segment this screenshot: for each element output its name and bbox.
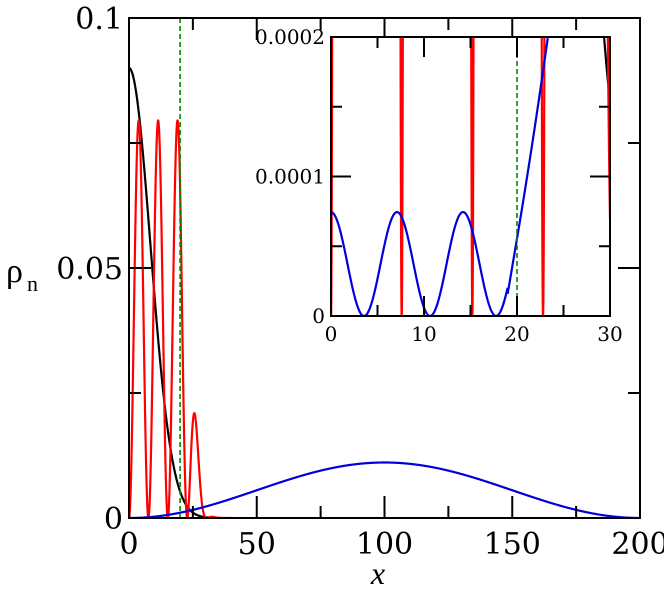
- main-x-tick-label: 150: [484, 527, 541, 562]
- main-series-group: [129, 18, 640, 518]
- x-axis-title: x: [370, 555, 385, 590]
- inset-x-tick-label: 0: [325, 322, 338, 346]
- main-x-tick-label: 50: [238, 527, 276, 562]
- y-axis-title-subscript: n: [27, 271, 38, 296]
- main-series-blue-line: [129, 461, 640, 518]
- inset-plot: 0 10 20 30 0 0.0001 0.0002: [255, 25, 623, 346]
- main-y-tick-label: 0: [104, 502, 123, 537]
- inset-x-tick-label: 20: [504, 322, 529, 346]
- inset-x-tick-label: 30: [597, 322, 622, 346]
- y-axis-title: ρ: [6, 253, 23, 290]
- main-y-tick-label: 0.05: [56, 252, 123, 287]
- main-series-black-line: [129, 66, 219, 518]
- inset-series-blue-line: [331, 37, 550, 316]
- inset-y-tick-label: 0.0002: [255, 25, 325, 49]
- main-x-tick-label: 200: [611, 527, 664, 562]
- main-y-tick-label: 0.1: [75, 2, 123, 37]
- inset-series-group: [331, 37, 610, 316]
- inset-y-tick-label: 0.0001: [255, 165, 325, 189]
- main-x-tick-label: 0: [119, 527, 138, 562]
- inset-y-tick-label: 0: [312, 304, 325, 328]
- inset-x-tick-label: 10: [411, 322, 436, 346]
- main-x-tick-label: 100: [356, 527, 413, 562]
